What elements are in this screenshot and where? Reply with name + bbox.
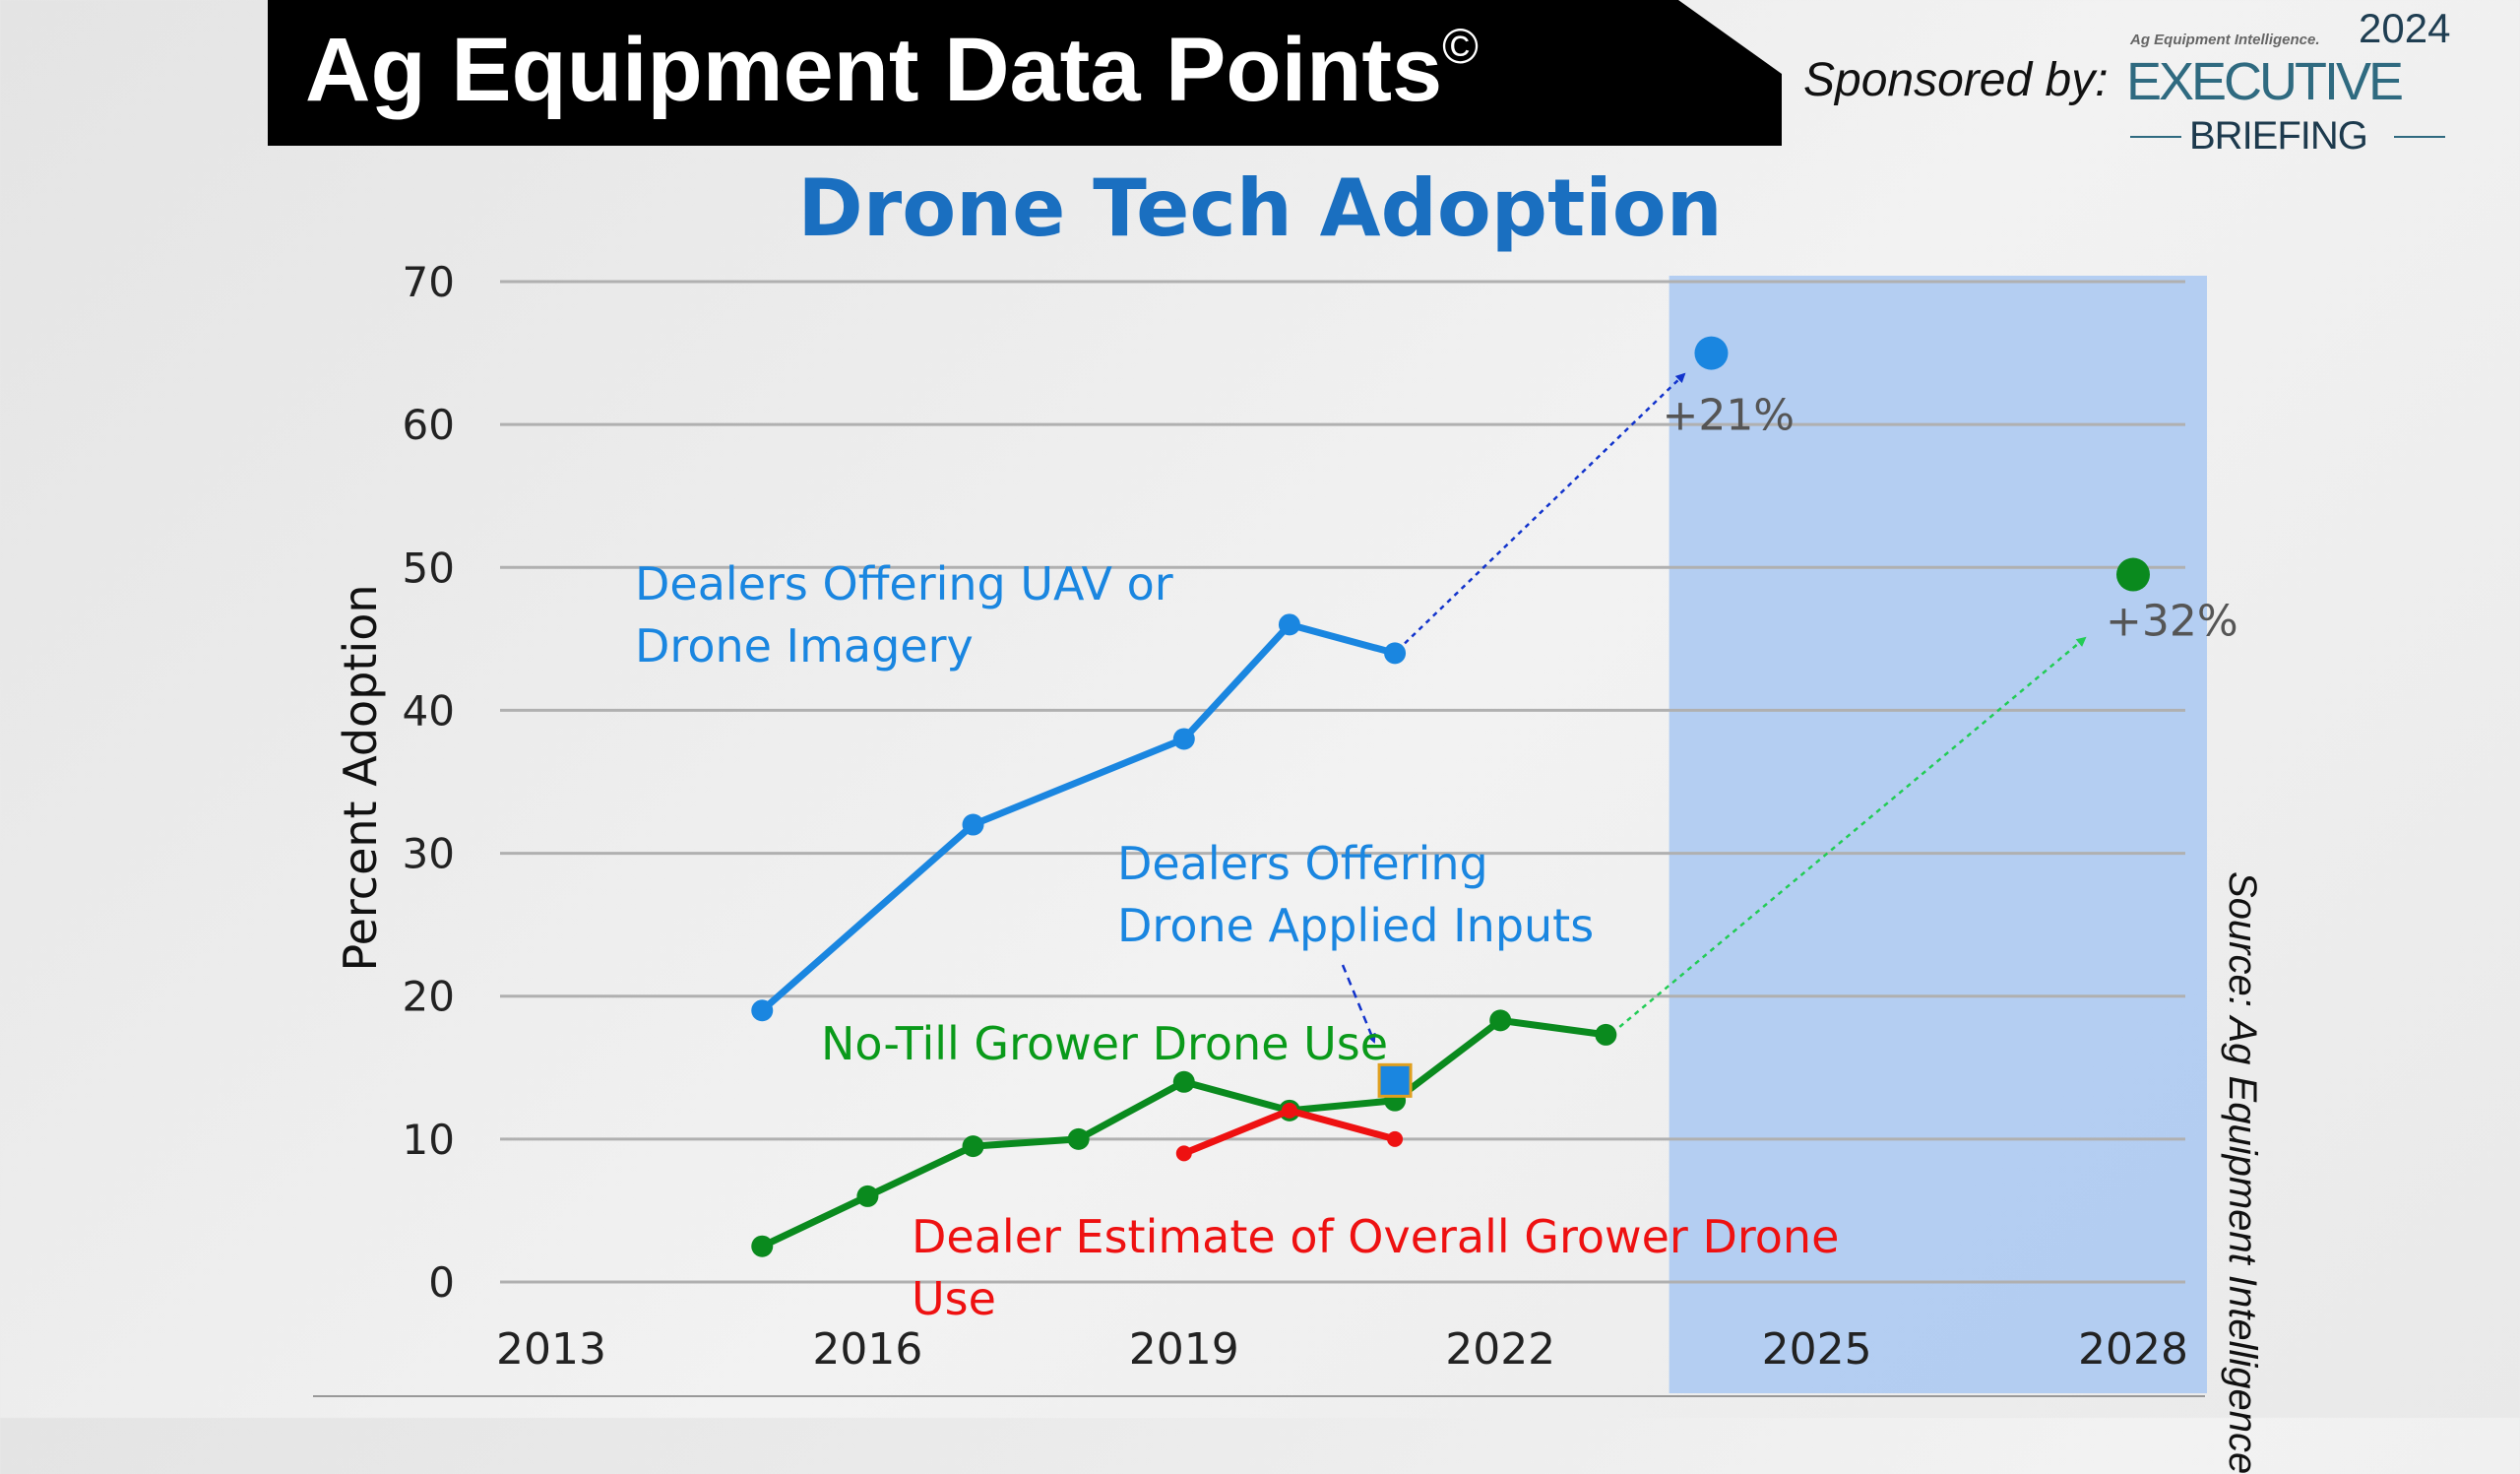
y-axis-label: Percent Adoption (334, 584, 387, 971)
series-1-projection-label: +32% (2106, 597, 2238, 647)
series-1-point (751, 1235, 774, 1257)
label-inputs-line2: Drone Applied Inputs (1117, 899, 1595, 952)
chart-plot: 0 10 20 30 40 50 60 70 2013 2016 2019 2022 2025 2028 P… (313, 258, 2238, 1397)
y-tick-label: 20 (403, 973, 455, 1021)
y-tick-label: 40 (403, 686, 455, 735)
series-0-point (1172, 728, 1195, 750)
logo-line2: BRIEFING (2189, 114, 2368, 158)
label-uav-imagery: Dealers Offering UAV or Drone Imagery (635, 553, 1173, 677)
projection-arrow-uav (1404, 372, 1686, 645)
series-1-point (1489, 1009, 1512, 1032)
source-note: Source: Ag Equipment Intelligence (2221, 871, 2264, 1474)
x-tick-label: 2022 (1445, 1324, 1555, 1375)
label-estimate-line2: Use (912, 1272, 996, 1325)
logo-small-text: Ag Equipment Intelligence. (2130, 32, 2320, 48)
main-title: Ag Equipment Data Points© (305, 18, 1479, 122)
series-0-projection-label: +21% (1662, 391, 1795, 441)
y-tick-label: 30 (403, 830, 455, 878)
pointer-arrow-applied-inputs (1341, 964, 1376, 1044)
chart-title: Drone Tech Adoption (797, 162, 1723, 254)
x-tick-label: 2016 (812, 1324, 922, 1375)
label-dealer-estimate: Dealer Estimate of Overall Grower Drone … (912, 1206, 1839, 1330)
copyright-mark: © (1442, 19, 1480, 74)
series-1-point (856, 1185, 879, 1207)
series-1-point (1595, 1023, 1617, 1046)
label-no-till-line1: No-Till Grower Drone Use (821, 1017, 1389, 1070)
logo-line1: EXECUTIVE (2126, 52, 2404, 111)
x-tick-label: 2013 (496, 1324, 606, 1375)
projection-arrow-no-till (1618, 636, 2087, 1028)
label-uav-line2: Drone Imagery (635, 619, 974, 673)
y-tick-label: 70 (403, 258, 455, 306)
executive-briefing-logo: Ag Equipment Intelligence. 2024 EXECUTIV… (2126, 6, 2461, 163)
logo-rule-left (2130, 136, 2181, 138)
logo-year: 2024 (2359, 5, 2451, 51)
main-title-text: Ag Equipment Data Points (305, 20, 1443, 120)
x-tick-label: 2028 (2078, 1324, 2188, 1375)
y-tick-label: 10 (403, 1116, 455, 1164)
series-1-point (962, 1135, 984, 1158)
label-inputs-line1: Dealers Offering (1117, 837, 1488, 890)
series-1-point (1067, 1127, 1090, 1150)
x-tick-label: 2019 (1129, 1324, 1239, 1375)
series-2-point (1281, 1102, 1297, 1119)
sponsored-label: Sponsored by: (1803, 54, 2109, 106)
x-tick-label: 2025 (1762, 1324, 1872, 1375)
header-banner (268, 0, 1782, 146)
label-estimate-line1: Dealer Estimate of Overall Grower Drone (912, 1210, 1840, 1263)
series-1-projection-point (2116, 557, 2150, 592)
series-0-projection-point (1694, 336, 1729, 370)
series-0-point (1278, 613, 1300, 636)
series-2-point (1175, 1145, 1192, 1162)
label-applied-inputs: Dealers Offering Drone Applied Inputs (1117, 833, 1594, 957)
series-0-point (962, 813, 984, 836)
label-uav-line1: Dealers Offering UAV or (635, 557, 1173, 610)
series-0-point (1384, 642, 1407, 665)
label-no-till: No-Till Grower Drone Use (821, 1013, 1388, 1075)
series-1-point (1172, 1070, 1195, 1093)
y-tick-label: 0 (428, 1258, 455, 1307)
series-0-point (751, 999, 774, 1022)
logo-rule-right (2394, 136, 2445, 138)
series-3-square-point (1377, 1062, 1413, 1098)
projection-shade (1669, 276, 2207, 1393)
y-tick-label: 50 (403, 544, 455, 592)
series-2-point (1387, 1130, 1404, 1147)
y-tick-label: 60 (403, 401, 455, 449)
